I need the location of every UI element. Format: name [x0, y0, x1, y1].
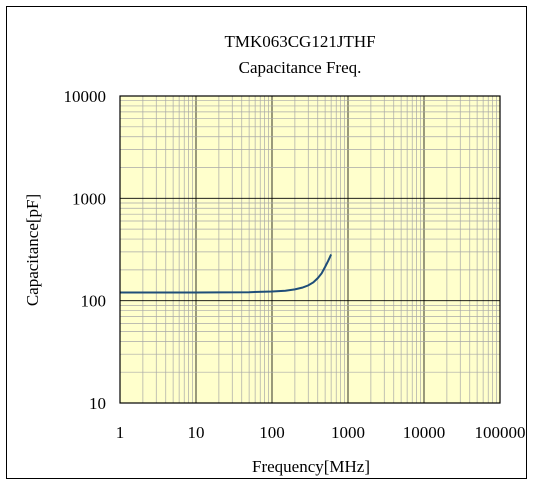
x-tick-label: 1000 [331, 423, 365, 442]
x-tick-label: 1 [116, 423, 125, 442]
x-tick-label: 10000 [403, 423, 446, 442]
y-tick-label: 10 [89, 394, 106, 413]
y-tick-label: 10000 [64, 87, 107, 106]
chart-title: TMK063CG121JTHF [224, 32, 375, 51]
x-tick-label: 100 [259, 423, 285, 442]
plot-area [120, 96, 500, 403]
x-tick-label: 10 [188, 423, 205, 442]
series-line [120, 254, 333, 294]
chart-subtitle: Capacitance Freq. [239, 58, 362, 77]
x-axis-label: Frequency[MHz] [252, 457, 370, 476]
x-tick-label: 100000 [475, 423, 526, 442]
plot-border [119, 95, 501, 404]
y-tick-label: 100 [81, 292, 107, 311]
y-axis-label: Capacitance[pF] [23, 194, 42, 306]
y-tick-label: 1000 [72, 189, 106, 208]
